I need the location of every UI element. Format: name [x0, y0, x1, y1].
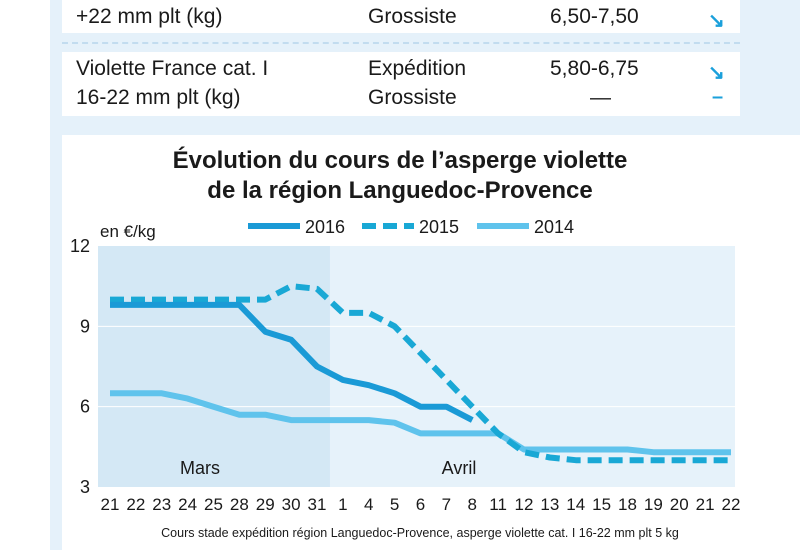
- x-tick-label: 6: [416, 495, 425, 514]
- table-row: [62, 0, 740, 33]
- x-tick-label: 4: [364, 495, 373, 514]
- y-tick-label: 12: [70, 236, 90, 256]
- series-line-2016: [110, 301, 474, 423]
- y-tick-label: 9: [80, 316, 90, 336]
- stage-cell: Grossiste: [368, 86, 457, 109]
- trend-down-icon: ↘: [708, 10, 725, 32]
- x-tick-label: 24: [178, 495, 197, 514]
- series-line-2014: [110, 390, 731, 456]
- legend-label-2016: 2016: [305, 217, 345, 237]
- x-tick-label: 22: [126, 495, 145, 514]
- product-cell: 16-22 mm plt (kg): [76, 86, 241, 109]
- period-label-april: Avril: [442, 458, 477, 478]
- product-cell: Violette France cat. I: [76, 57, 269, 80]
- chart-title-line-1: Évolution du cours de l’asperge violette: [172, 147, 628, 174]
- x-tick-label: 29: [256, 495, 275, 514]
- chart-footnote: Cours stade expédition région Languedoc-…: [161, 526, 679, 540]
- legend-label-2014: 2014: [534, 217, 574, 237]
- x-tick-label: 8: [468, 495, 477, 514]
- chart-legend: 2016 2015 2014: [248, 217, 574, 237]
- trend-down-icon: ↘: [708, 62, 725, 84]
- stage-cell: Expédition: [368, 57, 467, 80]
- y-tick-label: 3: [80, 477, 90, 497]
- x-tick-label: 30: [282, 495, 301, 514]
- x-tick-label: 21: [696, 495, 715, 514]
- x-tick-label: 15: [592, 495, 611, 514]
- x-tick-label: 21: [101, 495, 120, 514]
- series-line-2015: [110, 283, 731, 464]
- x-tick-label: 28: [230, 495, 249, 514]
- table-row: [62, 52, 740, 116]
- chart-title-line-2: de la région Languedoc-Provence: [207, 177, 593, 204]
- x-tick-label: 20: [670, 495, 689, 514]
- x-tick-label: 5: [390, 495, 399, 514]
- stage-cell: Grossiste: [368, 5, 457, 28]
- product-cell: +22 mm plt (kg): [76, 5, 223, 28]
- x-tick-label: 11: [489, 495, 507, 514]
- x-tick-label: 18: [618, 495, 637, 514]
- y-axis-unit: en €/kg: [100, 222, 156, 241]
- price-cell: —: [590, 86, 611, 109]
- x-tick-label: 25: [204, 495, 223, 514]
- y-tick-label: 6: [80, 397, 90, 417]
- trend-flat-icon: –: [712, 86, 724, 108]
- x-tick-label: 19: [644, 495, 663, 514]
- price-cell: 6,50-7,50: [550, 5, 639, 28]
- legend-label-2015: 2015: [419, 217, 459, 237]
- march-shading: [98, 246, 330, 487]
- x-tick-label: 13: [540, 495, 559, 514]
- x-tick-label: 12: [515, 495, 534, 514]
- period-label-march: Mars: [180, 458, 220, 478]
- x-tick-label: 22: [722, 495, 741, 514]
- row-separator: [62, 42, 740, 44]
- x-tick-label: 23: [152, 495, 171, 514]
- price-cell: 5,80-6,75: [550, 57, 639, 80]
- x-tick-label: 31: [308, 495, 327, 514]
- x-tick-label: 7: [442, 495, 451, 514]
- x-tick-label: 1: [338, 495, 347, 514]
- x-tick-label: 14: [566, 495, 585, 514]
